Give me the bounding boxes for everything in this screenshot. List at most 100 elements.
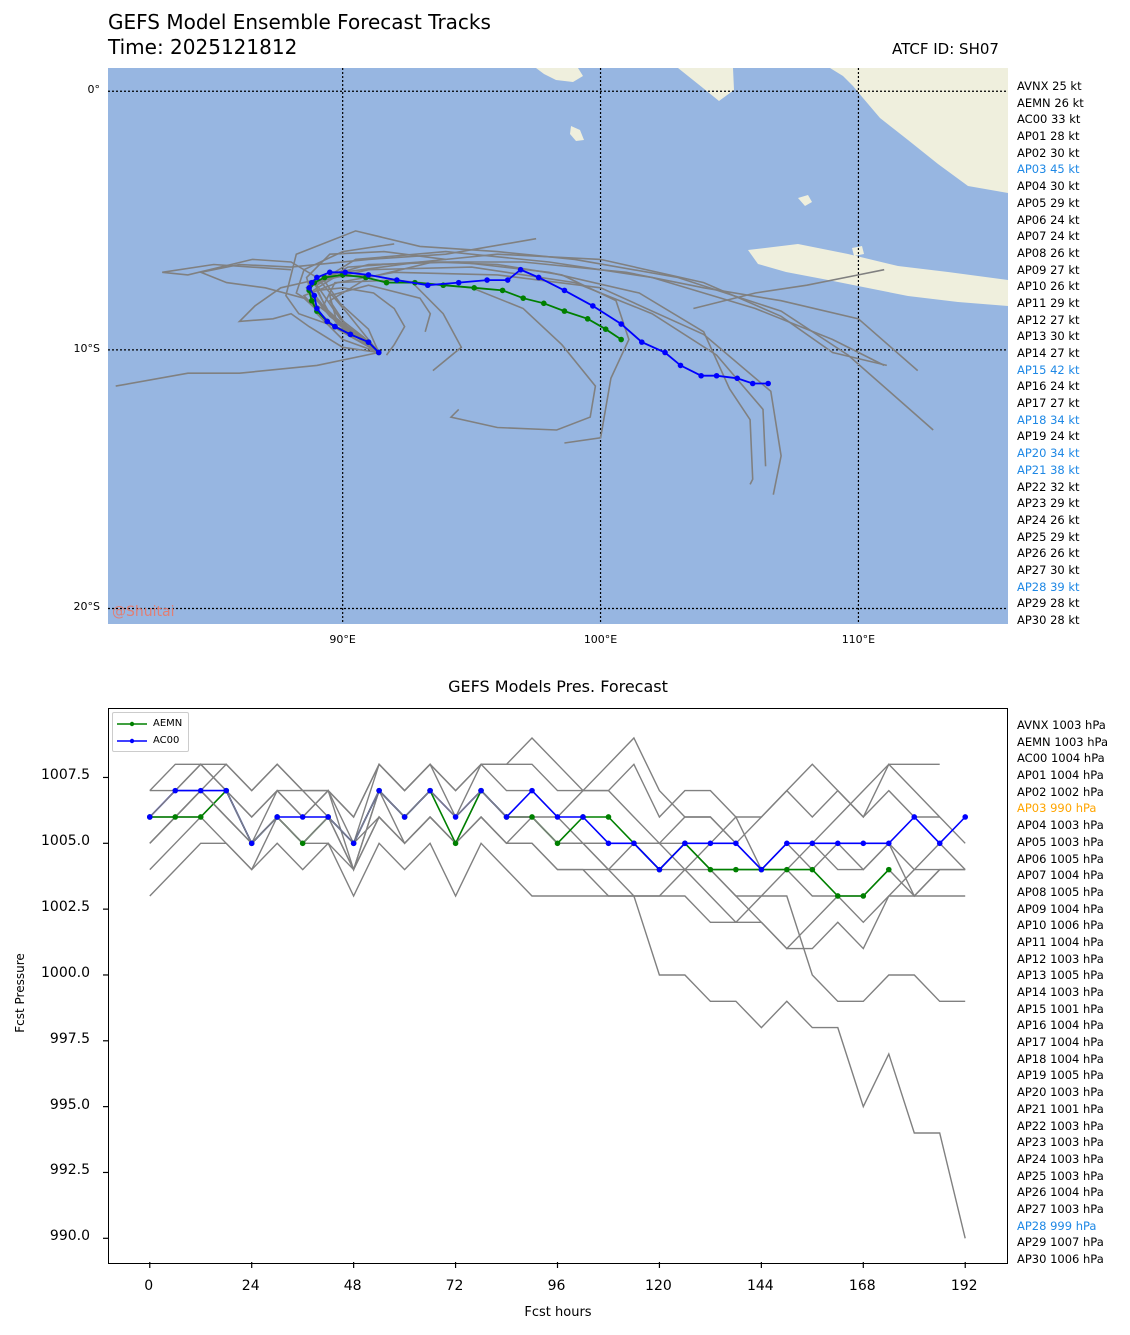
ac00-pressure-point	[478, 787, 484, 794]
intensity-entry-ap15: AP15 42 kt	[1017, 362, 1080, 377]
ac00-track-point	[326, 269, 333, 276]
ac00-track-point	[324, 318, 330, 325]
intensity-entry-ap16: AP16 24 kt	[1017, 379, 1080, 394]
aemn-pressure-point	[885, 866, 892, 873]
pressure-entry-ap04: AP04 1003 hPa	[1017, 818, 1104, 833]
aemn-pressure-point	[554, 840, 561, 847]
ac00-pressure-point	[503, 814, 510, 820]
pressure-entry-ap26: AP26 1004 hPa	[1017, 1185, 1104, 1200]
y-tick-label: 995.0	[49, 1096, 90, 1113]
pressure-chart[interactable]	[103, 708, 1008, 1268]
ac00-track-point	[455, 279, 462, 286]
ac00-pressure-point	[733, 840, 739, 847]
pressure-entry-ap10: AP10 1006 hPa	[1017, 918, 1104, 933]
intensity-entry-ap10: AP10 26 kt	[1017, 279, 1080, 294]
ac00-track-point	[698, 372, 704, 379]
pressure-entry-ap30: AP30 1006 hPa	[1017, 1252, 1104, 1266]
pressure-entry-ap19: AP19 1005 hPa	[1017, 1068, 1104, 1083]
pressure-entry-ap12: AP12 1003 hPa	[1017, 951, 1104, 966]
lon-label: 100°E	[583, 633, 618, 646]
pressure-entry-ap05: AP05 1003 hPa	[1017, 834, 1104, 849]
mean-tracks	[306, 266, 771, 387]
ac00-track-point	[342, 269, 349, 276]
intensity-entry-ap26: AP26 26 kt	[1017, 546, 1080, 561]
legend-ac00: AC00	[117, 732, 182, 749]
ac00-track-point	[734, 375, 741, 382]
member-track	[115, 351, 379, 387]
pressure-entry-ap01: AP01 1004 hPa	[1017, 768, 1104, 783]
intensity-entry-ap08: AP08 26 kt	[1017, 245, 1080, 260]
pressure-entry-ap11: AP11 1004 hPa	[1017, 934, 1104, 949]
aemn-pressure-point	[299, 840, 306, 847]
ac00-pressure-point	[350, 840, 357, 847]
y-tick-label: 1002.5	[41, 899, 90, 916]
ac00-track-point	[347, 331, 354, 338]
member-track	[315, 253, 887, 367]
map-gridlines	[108, 68, 1008, 624]
intensity-entry-ap06: AP06 24 kt	[1017, 212, 1080, 227]
x-tick-label: 72	[445, 1278, 464, 1294]
ac00-track-point	[618, 321, 624, 327]
ac00-track-point	[749, 380, 756, 387]
member-track	[162, 258, 380, 353]
aemn-track-point	[321, 274, 328, 281]
member-track	[305, 250, 446, 354]
pressure-chart-title: GEFS Models Pres. Forecast	[448, 677, 668, 696]
pressure-entry-ap15: AP15 1001 hPa	[1017, 1001, 1104, 1016]
aemn-track-point	[499, 287, 506, 294]
pressure-legend: AVNX 1003 hPa AEMN 1003 hPa AC00 1004 hPa A…	[1017, 717, 1108, 1268]
intensity-entry-avnx: AVNX 25 kt	[1017, 79, 1082, 93]
pressure-entry-ap24: AP24 1003 hPa	[1017, 1151, 1104, 1166]
land-island-b	[852, 246, 864, 256]
land-layer	[536, 68, 1008, 306]
pressure-entry-ac00: AC00 1004 hPa	[1017, 751, 1105, 766]
ac00-pressure-point	[707, 840, 714, 847]
aemn-pressure-point	[733, 866, 739, 873]
chart-title: GEFS Model Ensemble Forecast Tracks	[108, 10, 491, 34]
ac00-track-point	[504, 277, 511, 283]
pressure-entry-ap03: AP03 990 hPa	[1017, 801, 1097, 816]
y-tick-label: 997.5	[49, 1030, 90, 1047]
ac00-pressure-point	[784, 840, 790, 847]
aemn-pressure-point	[809, 866, 816, 873]
member-pressure-line	[149, 763, 966, 845]
x-tick-label: 144	[746, 1278, 774, 1294]
x-tick-label: 120	[645, 1278, 672, 1294]
intensity-entry-ap30: AP30 28 kt	[1017, 613, 1080, 627]
intensity-entry-ap25: AP25 29 kt	[1017, 529, 1080, 544]
intensity-entry-ap07: AP07 24 kt	[1017, 229, 1080, 244]
lat-label: 10°S	[73, 341, 100, 355]
intensity-entry-ap04: AP04 30 kt	[1017, 179, 1080, 194]
track-map[interactable]	[108, 68, 1008, 624]
pressure-chart-canvas	[103, 736, 969, 1268]
intensity-entry-ap01: AP01 28 kt	[1017, 129, 1080, 144]
ac00-pressure-point	[172, 787, 179, 794]
pressure-entry-ap16: AP16 1004 hPa	[1017, 1018, 1104, 1033]
pressure-entry-aemn: AEMN 1003 hPa	[1017, 734, 1108, 749]
intensity-entry-ap14: AP14 27 kt	[1017, 346, 1080, 360]
aemn-track-point	[471, 285, 477, 291]
intensity-entry-ap05: AP05 29 kt	[1017, 195, 1080, 210]
pressure-entry-ap22: AP22 1003 hPa	[1017, 1118, 1104, 1133]
pressure-entry-ap08: AP08 1005 hPa	[1017, 884, 1104, 899]
intensity-entry-ac00: AC00 33 kt	[1017, 112, 1081, 127]
ac00-pressure-point	[860, 840, 867, 847]
intensity-entry-ap17: AP17 27 kt	[1017, 396, 1080, 411]
ac00-track-point	[517, 266, 524, 273]
member-track	[315, 286, 406, 356]
y-tick-label: 1005.0	[41, 833, 90, 850]
pressure-x-axis-label: Fcst hours	[524, 1305, 592, 1320]
intensity-entry-ap21: AP21 38 kt	[1017, 462, 1080, 477]
land-borneo	[830, 68, 1008, 193]
member-track	[320, 261, 754, 485]
ac00-pressure-point	[911, 814, 918, 820]
ac00-track-point	[484, 277, 490, 283]
aemn-pressure-point	[707, 866, 714, 873]
intensity-entry-ap28: AP28 39 kt	[1017, 579, 1080, 594]
pressure-entry-avnx: AVNX 1003 hPa	[1017, 718, 1106, 732]
x-tick-label: 96	[547, 1278, 566, 1294]
pressure-entry-ap28: AP28 999 hPa	[1017, 1218, 1097, 1233]
intensity-entry-ap02: AP02 30 kt	[1017, 145, 1080, 160]
intensity-entry-ap11: AP11 29 kt	[1017, 295, 1080, 310]
ac00-pressure-point	[529, 787, 535, 794]
